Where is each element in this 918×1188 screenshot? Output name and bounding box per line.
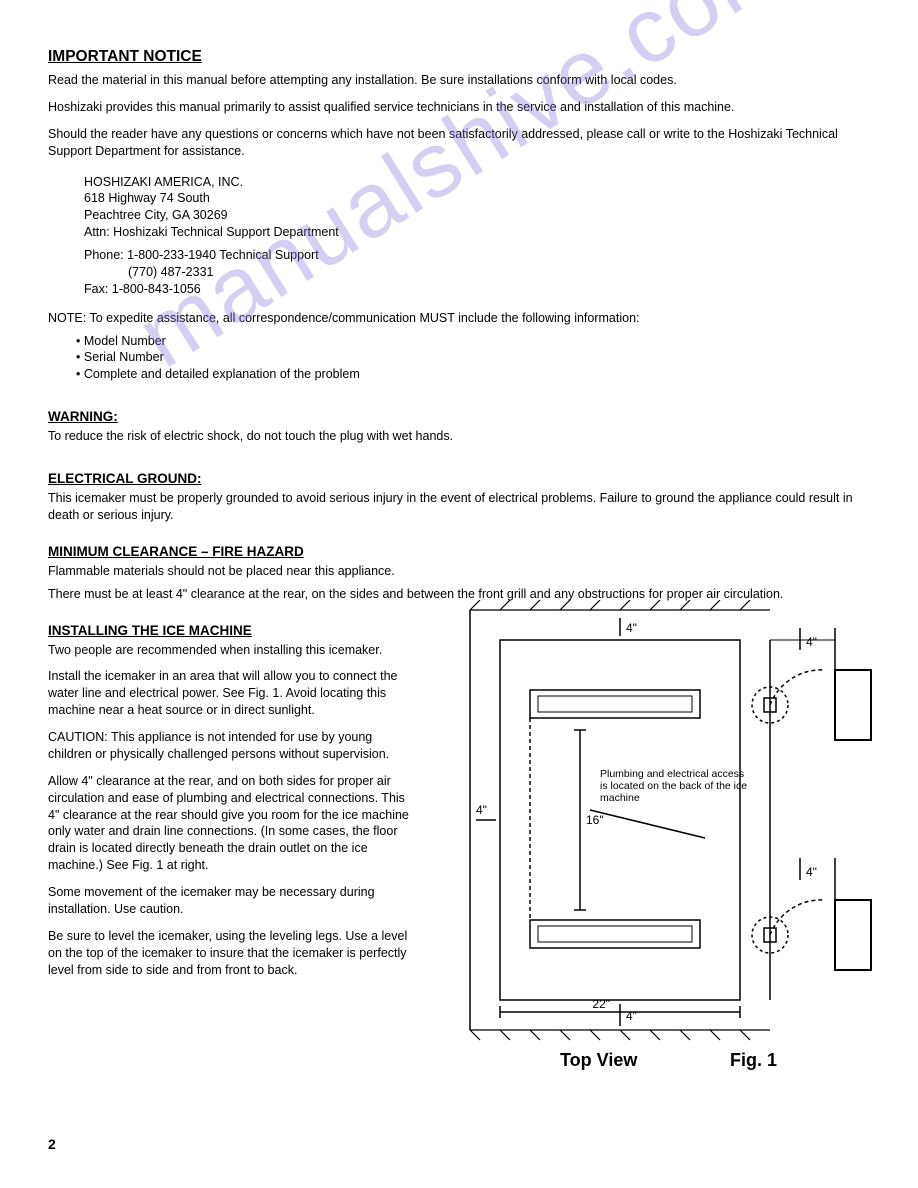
para-3: Should the reader have any questions or …: [48, 126, 870, 160]
address: HOSHIZAKI AMERICA, INC. 618 Highway 74 S…: [84, 174, 870, 242]
para-12: Some movement of the icemaker may be nec…: [48, 884, 418, 918]
para-4: To reduce the risk of electric shock, do…: [48, 428, 870, 445]
phone-block: Phone: 1-800-233-1940 Technical Support …: [84, 247, 870, 298]
dim-4-left: 4": [476, 803, 487, 817]
para-8: Two people are recommended when installi…: [48, 642, 418, 659]
page-number: 2: [48, 1136, 56, 1152]
para-1: Read the material in this manual before …: [48, 72, 870, 89]
para-6: Flammable materials should not be placed…: [48, 563, 870, 580]
heading-clearance: MINIMUM CLEARANCE – FIRE HAZARD: [48, 544, 870, 559]
heading-ground: ELECTRICAL GROUND:: [48, 471, 870, 486]
para-5: This icemaker must be properly grounded …: [48, 490, 870, 524]
para-9: Install the icemaker in an area that wil…: [48, 668, 418, 719]
para-11: Allow 4" clearance at the rear, and on b…: [48, 773, 418, 874]
figure-1: Top View Fig. 1 4" 4" 4" 4" 4" 16" 22" P…: [440, 600, 880, 1080]
diagram-note: Plumbing and electrical access is locate…: [600, 768, 750, 804]
dim-4-door-a: 4": [806, 635, 817, 649]
dim-4-top: 4": [626, 621, 637, 635]
note: NOTE: To expedite assistance, all corres…: [48, 310, 870, 327]
diagram-title: Top View: [560, 1050, 638, 1070]
dim-22: 22": [592, 997, 610, 1011]
dim-4-bottom: 4": [626, 1009, 637, 1023]
dim-4-door-b: 4": [806, 865, 817, 879]
heading-important-notice: IMPORTANT NOTICE: [48, 48, 870, 66]
heading-warning: WARNING:: [48, 409, 870, 424]
para-2: Hoshizaki provides this manual primarily…: [48, 99, 870, 116]
bullets: • Model Number • Serial Number • Complet…: [76, 333, 870, 384]
fig-label: Fig. 1: [730, 1050, 777, 1070]
para-13: Be sure to level the icemaker, using the…: [48, 928, 418, 979]
para-10: CAUTION: This appliance is not intended …: [48, 729, 418, 763]
